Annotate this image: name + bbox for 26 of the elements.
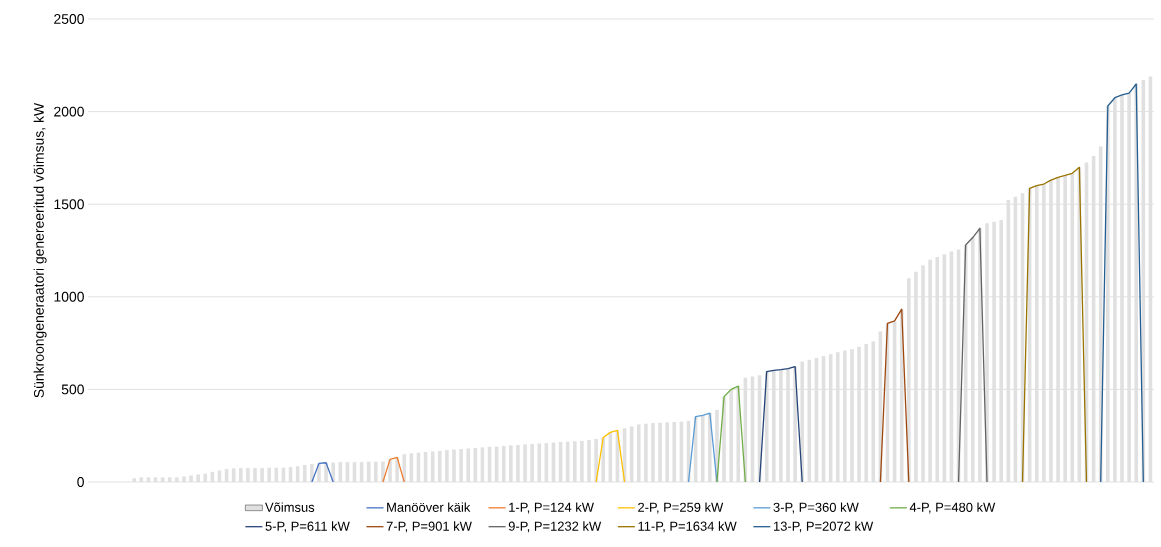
line-series xyxy=(687,412,718,482)
line-series xyxy=(1021,166,1088,482)
y-axis-title: Sünkroongeneraatori genereeritud võimsus, kW xyxy=(33,102,47,398)
line-series xyxy=(1100,83,1144,482)
legend-label: 5-P, P=611 kW xyxy=(265,521,350,533)
legend-label: 7-P, P=901 kW xyxy=(386,521,472,533)
legend-label: 11-P, P=1634 kW xyxy=(638,521,737,533)
line-series xyxy=(879,308,910,482)
y-tick-label: 1500 xyxy=(54,199,84,210)
legend-label: Võimsus xyxy=(265,502,315,512)
y-tick-label: 500 xyxy=(61,384,84,395)
y-tick-label: 2000 xyxy=(54,106,84,117)
y-tick-label: 0 xyxy=(77,477,84,487)
legend-label: 3-P, P=360 kW xyxy=(773,502,859,514)
legend-label: Manööver käik xyxy=(387,502,471,512)
legend-label: 13-P, P=2072 kW xyxy=(773,521,874,533)
line-series xyxy=(957,227,988,482)
legend-label: 4-P, P=480 kW xyxy=(909,502,996,514)
legend-label: 2-P, P=259 kW xyxy=(638,502,724,514)
legend-label: 9-P, P=1232 kW xyxy=(508,521,602,533)
line-series xyxy=(758,365,803,482)
y-tick-label: 1000 xyxy=(54,291,84,302)
line-series xyxy=(716,385,747,482)
y-tick-label: 2500 xyxy=(54,14,84,24)
legend-label: 1-P, P=124 kW xyxy=(509,502,594,514)
line-series xyxy=(595,429,626,482)
